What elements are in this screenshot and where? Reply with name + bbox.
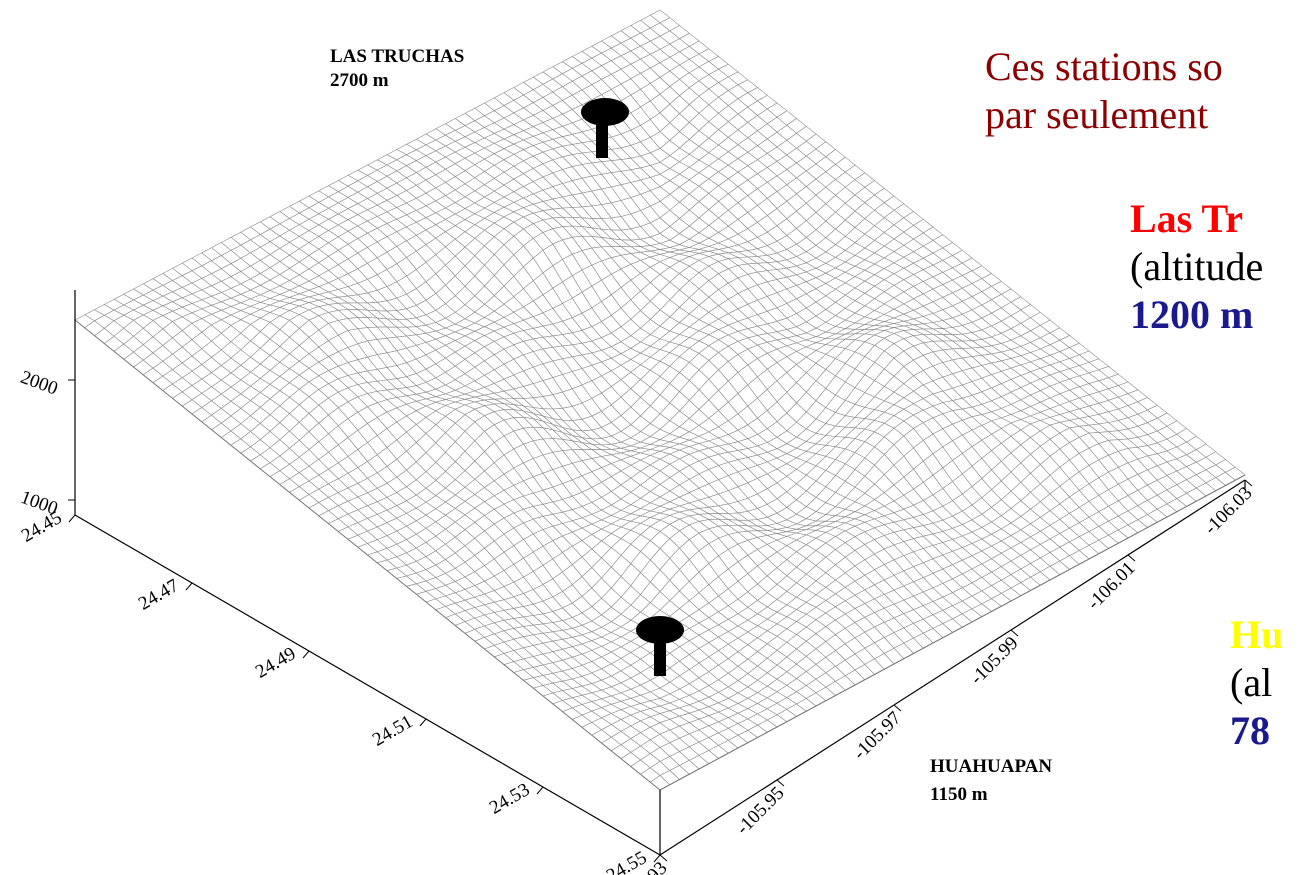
lat-tick (185, 582, 193, 591)
lon-tick (776, 779, 785, 787)
slide-text: 78 (1230, 708, 1270, 753)
lat-tick (653, 854, 661, 863)
lat-tick (302, 650, 310, 659)
lon-tick (1244, 479, 1253, 487)
lon-tick (1127, 554, 1136, 562)
slide-text: 1200 m (1130, 292, 1253, 337)
z-tick-label: 2000 (18, 367, 61, 400)
lat-tick-label: 24.51 (369, 711, 417, 751)
station-altitude: 2700 m (330, 70, 389, 91)
slide-text: par seulement (985, 92, 1208, 137)
station-marker (581, 98, 629, 158)
station-name: HUAHUAPAN (930, 756, 1052, 777)
station-altitude: 1150 m (930, 784, 988, 805)
lat-tick (536, 786, 544, 795)
slide-text: Hu (1230, 612, 1283, 657)
lat-tick-label: 24.47 (135, 575, 183, 615)
slide-text: Ces stations so (985, 44, 1223, 89)
slide-text: (altitude (1130, 244, 1263, 289)
lat-tick (419, 718, 427, 727)
lat-axis (74, 514, 661, 856)
lon-tick (1010, 629, 1019, 637)
lat-tick-label: 24.49 (252, 643, 300, 683)
lon-tick (659, 854, 668, 862)
station-marker (636, 616, 684, 676)
lat-tick (68, 514, 76, 523)
axes (74, 290, 1246, 856)
slide-text: Las Tr (1130, 196, 1243, 241)
mesh-edge (74, 319, 661, 791)
lon-axis (659, 479, 1246, 856)
slide-text: (al (1230, 660, 1272, 705)
mesh-edge (659, 474, 1246, 791)
lon-tick (893, 704, 902, 712)
terrain-mesh (74, 9, 1246, 791)
lat-tick-label: 24.53 (486, 779, 534, 819)
station-name: LAS TRUCHAS (330, 46, 464, 67)
